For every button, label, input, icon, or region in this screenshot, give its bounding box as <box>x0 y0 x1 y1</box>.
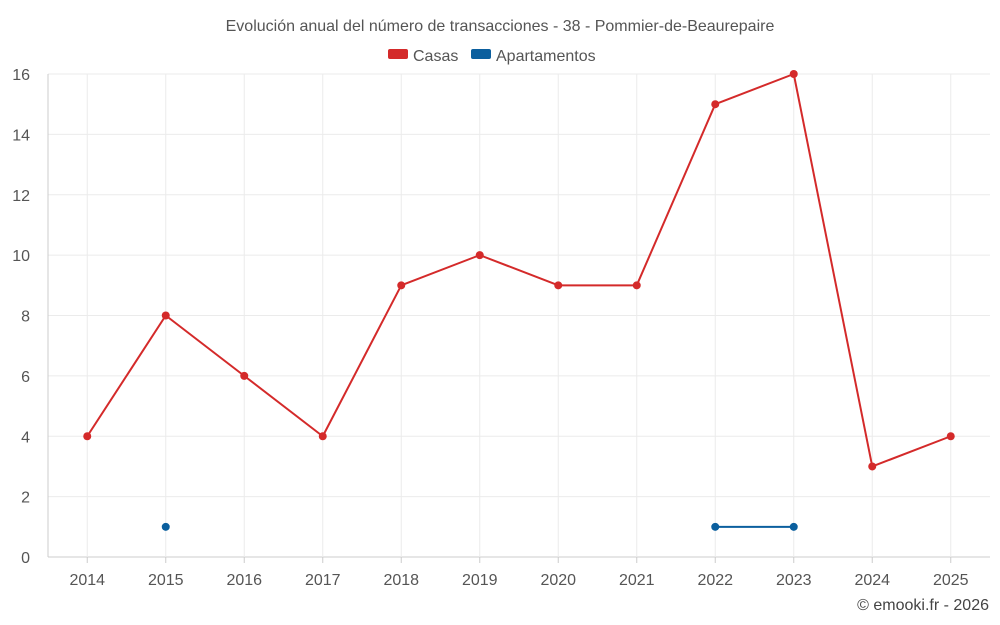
x-tick-label: 2014 <box>69 572 105 589</box>
data-point-casas-2020[interactable] <box>554 281 563 290</box>
y-tick-label: 10 <box>12 248 30 265</box>
data-point-casas-2019[interactable] <box>475 251 484 260</box>
data-point-apartamentos-2023[interactable] <box>789 522 798 531</box>
chart-title: Evolución anual del número de transaccio… <box>226 18 775 35</box>
data-point-casas-2017[interactable] <box>318 432 327 441</box>
y-tick-label: 0 <box>21 550 30 567</box>
data-point-casas-2016[interactable] <box>240 371 249 380</box>
credit-text: © emooki.fr - 2026 <box>857 597 989 614</box>
data-point-casas-2014[interactable] <box>83 432 92 441</box>
data-point-casas-2023[interactable] <box>789 70 798 78</box>
data-point-casas-2018[interactable] <box>397 281 406 290</box>
x-tick-label: 2018 <box>383 572 419 589</box>
x-tick-label: 2019 <box>462 572 498 589</box>
y-tick-label: 14 <box>12 127 30 144</box>
data-point-casas-2015[interactable] <box>161 311 170 320</box>
legend-label-apartamentos[interactable]: Apartamentos <box>496 48 596 65</box>
legend-swatch-casas <box>388 49 408 59</box>
series-casas <box>83 70 955 471</box>
data-point-apartamentos-2022[interactable] <box>711 522 720 531</box>
data-point-casas-2024[interactable] <box>868 462 877 471</box>
series-apartamentos <box>161 522 798 531</box>
x-tick-label: 2022 <box>697 572 733 589</box>
x-tick-label: 2016 <box>226 572 262 589</box>
y-tick-label: 6 <box>21 369 30 386</box>
data-point-apartamentos-2015[interactable] <box>161 522 170 531</box>
legend-swatch-apartamentos <box>471 49 491 59</box>
series-layer <box>83 70 955 531</box>
legend-label-casas[interactable]: Casas <box>413 48 458 65</box>
x-tick-label: 2021 <box>619 572 655 589</box>
data-point-casas-2022[interactable] <box>711 100 720 109</box>
x-tick-label: 2020 <box>540 572 576 589</box>
y-tick-label: 2 <box>21 490 30 507</box>
data-point-casas-2025[interactable] <box>946 432 955 441</box>
y-tick-label: 16 <box>12 67 30 84</box>
x-tick-label: 2015 <box>148 572 184 589</box>
x-tick-label: 2023 <box>776 572 812 589</box>
y-tick-label: 8 <box>21 309 30 326</box>
x-tick-label: 2025 <box>933 572 969 589</box>
series-line-casas <box>86 73 952 468</box>
axes: 0 2 4 6 8 10 12 14 16 2014 2015 2016 2017 2018 2019 202… <box>12 67 968 589</box>
y-tick-label: 12 <box>12 188 30 205</box>
y-tick-label: 4 <box>21 429 30 446</box>
data-point-casas-2021[interactable] <box>632 281 641 290</box>
grid <box>48 73 990 558</box>
legend: Casas Apartamentos <box>388 48 596 65</box>
x-tick-label: 2024 <box>854 572 890 589</box>
x-tick-label: 2017 <box>305 572 341 589</box>
